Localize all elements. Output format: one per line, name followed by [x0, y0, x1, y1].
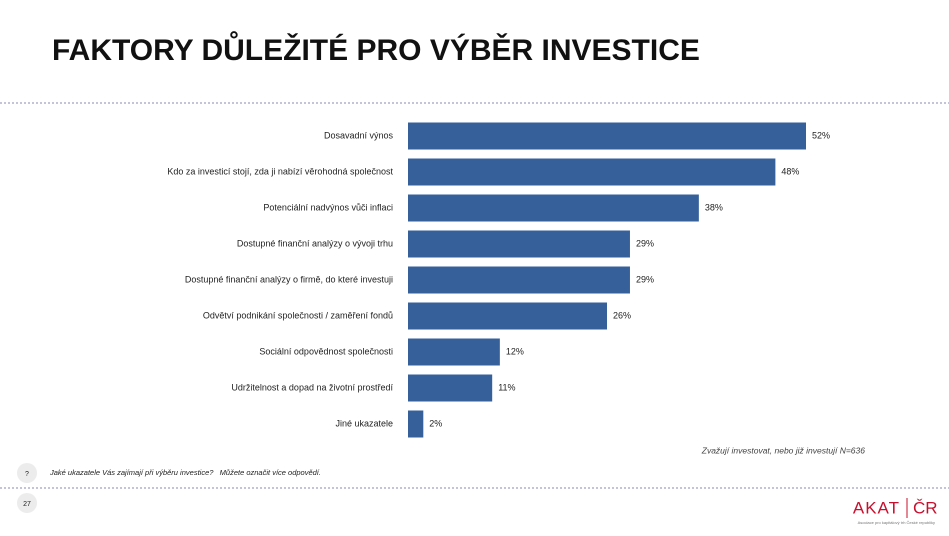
bar [408, 158, 776, 186]
value-label: 52% [812, 130, 830, 140]
logo-subtitle: Asociace pro kapitálový trh České republ… [858, 520, 935, 525]
category-label: Odvětví podnikání společnosti / zaměření… [203, 310, 393, 320]
category-label: Dostupné finanční analýzy o firmě, do kt… [185, 274, 393, 284]
category-label: Udržitelnost a dopad na životní prostřed… [231, 382, 393, 392]
logo-right: ČR [913, 498, 938, 517]
page-number-bg [17, 493, 37, 513]
value-label: 38% [705, 202, 723, 212]
bar [408, 122, 806, 150]
value-label: 12% [506, 346, 524, 356]
category-label: Jiné ukazatele [335, 418, 393, 428]
category-label: Sociální odpovědnost společnosti [259, 346, 393, 356]
question-icon-bg [17, 463, 37, 483]
page-number: 27 [23, 501, 31, 508]
question-icon: ? [25, 471, 29, 478]
question-text: Jaké ukazatele Vás zajímají při výběru i… [49, 468, 321, 477]
bar [408, 230, 630, 258]
bar [408, 194, 699, 222]
value-label: 26% [613, 310, 631, 320]
category-label: Dosavadní výnos [324, 130, 394, 140]
bar [408, 302, 607, 330]
slide-title: FAKTORY DŮLEŽITÉ PRO VÝBĚR INVESTICE [52, 31, 700, 67]
bar [408, 266, 630, 294]
category-label: Dostupné finanční analýzy o vývoji trhu [237, 238, 393, 248]
value-label: 11% [498, 382, 515, 392]
category-label: Potenciální nadvýnos vůči inflaci [263, 202, 393, 212]
bar [408, 338, 500, 366]
bar [408, 410, 424, 438]
category-label: Kdo za investicí stojí, zda ji nabízí vě… [167, 166, 393, 176]
bar [408, 374, 493, 402]
value-label: 2% [429, 418, 442, 428]
value-label: 29% [636, 274, 654, 284]
value-label: 29% [636, 238, 654, 248]
value-label: 48% [781, 166, 799, 176]
chart-note: Zvažují investovat, nebo již investují N… [701, 445, 866, 455]
logo-left: AKAT [853, 498, 900, 517]
